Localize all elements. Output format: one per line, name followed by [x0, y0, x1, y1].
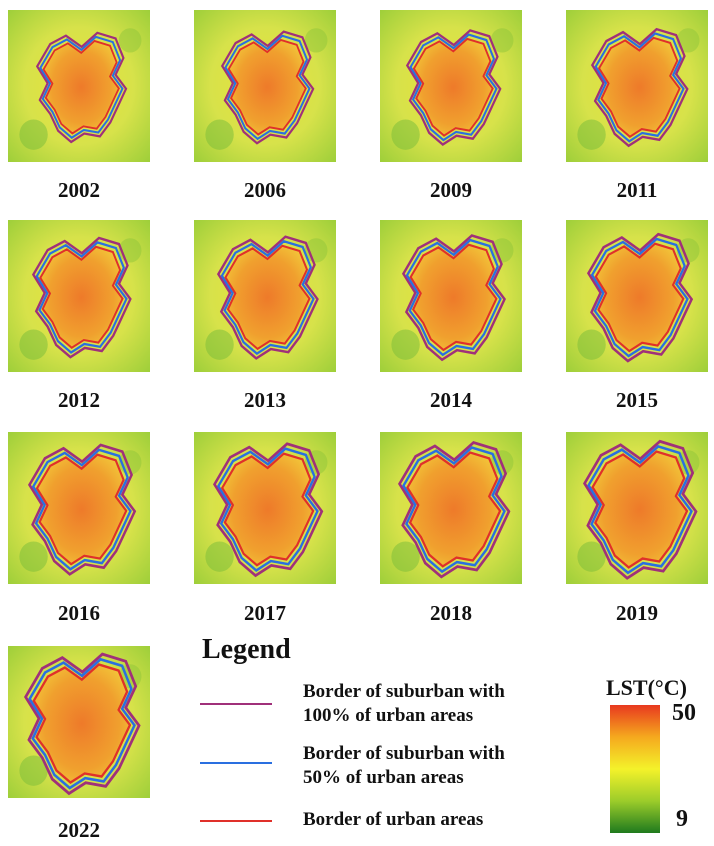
lst-map-2012: [8, 220, 150, 372]
year-label-2017: 2017: [244, 601, 286, 625]
legend-line-suburban-50: [200, 762, 272, 764]
year-label-2016: 2016: [58, 601, 100, 625]
lst-map-2014: [380, 220, 522, 372]
lst-map-2011: [566, 10, 708, 162]
legend-label-line1: Border of suburban with: [303, 681, 505, 702]
lst-map-2016: [8, 432, 150, 584]
lst-map-2002: [8, 10, 150, 162]
legend-label-suburban-50: Border of suburban with 50% of urban are…: [303, 742, 505, 790]
lst-map-2017: [194, 432, 336, 584]
legend-title: Legend: [202, 634, 291, 665]
legend-label-line2: 100% of urban areas: [303, 705, 474, 726]
colorbar-title: LST(°C): [606, 675, 687, 700]
legend-label-urban: Border of urban areas: [303, 808, 483, 832]
year-label-2013: 2013: [244, 388, 286, 412]
legend-label-line2: 50% of urban areas: [303, 767, 464, 788]
legend-label-line1: Border of urban areas: [303, 809, 484, 830]
legend-line-suburban-100: [200, 703, 272, 705]
year-label-2018: 2018: [430, 601, 472, 625]
colorbar-max-label: 50: [672, 700, 696, 726]
year-label-2006: 2006: [244, 178, 286, 202]
year-label-2019: 2019: [616, 601, 658, 625]
legend-line-urban: [200, 820, 272, 822]
year-label-2012: 2012: [58, 388, 100, 412]
year-label-2009: 2009: [430, 178, 472, 202]
lst-map-2006: [194, 10, 336, 162]
year-label-2002: 2002: [58, 178, 100, 202]
lst-map-2013: [194, 220, 336, 372]
legend-label-suburban-100: Border of suburban with 100% of urban ar…: [303, 680, 505, 728]
colorbar-gradient: [610, 705, 660, 833]
legend-label-line1: Border of suburban with: [303, 743, 505, 764]
lst-map-2022: [8, 646, 150, 798]
year-label-2022: 2022: [58, 818, 100, 842]
lst-map-2018: [380, 432, 522, 584]
lst-map-2009: [380, 10, 522, 162]
lst-map-2019: [566, 432, 708, 584]
colorbar-min-label: 9: [676, 806, 688, 832]
year-label-2014: 2014: [430, 388, 472, 412]
year-label-2015: 2015: [616, 388, 658, 412]
lst-map-2015: [566, 220, 708, 372]
year-label-2011: 2011: [616, 178, 658, 202]
